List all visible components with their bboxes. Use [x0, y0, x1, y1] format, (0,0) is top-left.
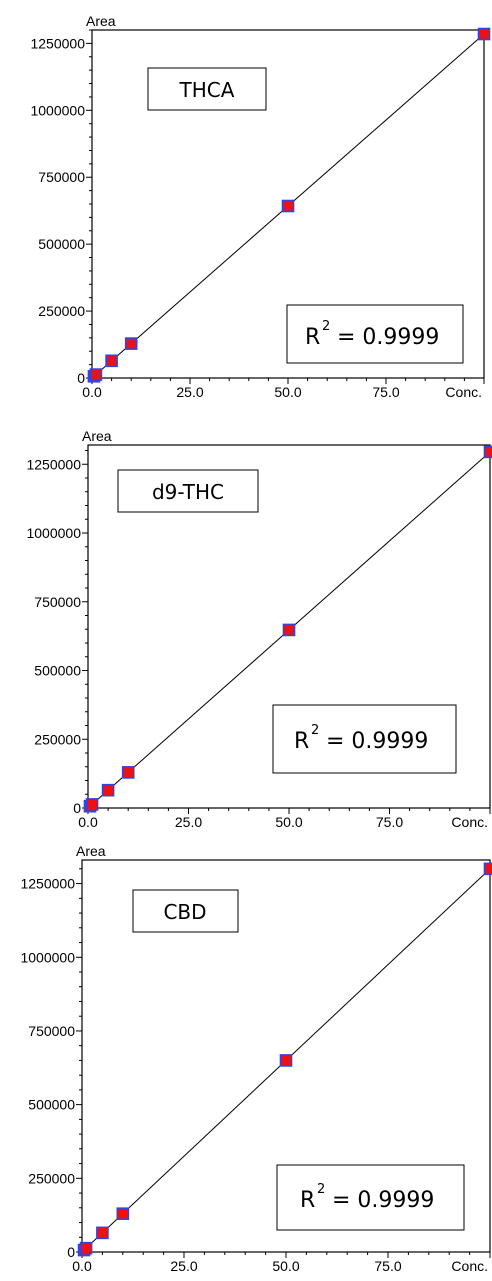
compound-label-box — [147, 67, 267, 111]
data-point — [281, 199, 295, 213]
y-tick-label: 1250000 — [30, 35, 85, 51]
data-point — [483, 445, 492, 459]
y-axis-title: Area — [86, 13, 116, 29]
x-tick-label: 50.0 — [275, 814, 302, 830]
compound-label-box — [117, 469, 259, 513]
x-axis-title: Conc. — [445, 384, 482, 400]
y-tick-label: 250000 — [28, 1170, 75, 1186]
y-tick-label: 1000000 — [30, 102, 85, 118]
data-point — [101, 783, 115, 797]
r-squared-box — [286, 304, 464, 364]
data-point — [85, 798, 99, 811]
y-tick-label: 750000 — [34, 594, 81, 610]
x-axis-title: Conc. — [451, 1258, 488, 1274]
y-tick-label: 250000 — [34, 731, 81, 747]
r-squared-letter: R — [300, 1188, 315, 1213]
r-squared-letter: R — [294, 729, 309, 754]
data-point — [116, 1207, 130, 1220]
r-squared-value: = 0.9999 — [332, 1188, 434, 1213]
y-tick-label: 0 — [67, 1244, 75, 1260]
y-tick-label: 750000 — [28, 1023, 75, 1039]
x-tick-label: 75.0 — [372, 384, 399, 400]
data-point — [79, 1241, 93, 1255]
calibration-chart-1: 0 250000 500000 750000 1000000 1250000 0.0 25.0… — [30, 13, 491, 400]
y-tick-label: 500000 — [28, 1097, 75, 1113]
y-tick-label: 1000000 — [20, 949, 75, 965]
data-point — [124, 337, 138, 350]
r-squared-letter: R — [305, 325, 320, 350]
data-point — [105, 354, 118, 368]
x-tick-label: 75.0 — [374, 1258, 401, 1274]
x-tick-label: 0.0 — [78, 814, 98, 830]
calibration-chart-3: 0 250000 500000 750000 1000000 1250000 0.0 25.0… — [20, 843, 492, 1274]
r-squared-value: = 0.9999 — [326, 729, 428, 754]
r-squared-superscript: 2 — [322, 319, 330, 334]
r-squared-value: = 0.9999 — [337, 325, 439, 350]
r-squared-superscript: 2 — [311, 723, 319, 738]
r-squared-superscript: 2 — [317, 1182, 325, 1197]
data-point — [121, 766, 135, 779]
x-tick-label: 25.0 — [175, 814, 202, 830]
compound-label: CBD — [163, 900, 206, 924]
y-tick-label: 1000000 — [26, 525, 81, 541]
y-axis-title: Area — [82, 428, 112, 444]
compound-label: d9-THC — [152, 480, 224, 504]
x-tick-label: 25.0 — [170, 1258, 197, 1274]
y-tick-label: 250000 — [38, 303, 85, 319]
x-tick-label: 50.0 — [274, 384, 301, 400]
x-tick-label: 0.0 — [82, 384, 102, 400]
y-tick-label: 0 — [73, 800, 81, 816]
y-tick-label: 1250000 — [20, 876, 75, 892]
data-point — [477, 27, 491, 41]
r-squared-box — [272, 704, 457, 774]
y-axis-title: Area — [76, 843, 106, 859]
x-tick-label: 50.0 — [272, 1258, 299, 1274]
x-tick-label: 25.0 — [176, 384, 203, 400]
y-tick-label: 0 — [77, 370, 85, 386]
x-tick-label: 0.0 — [72, 1258, 92, 1274]
r-squared-box — [276, 1164, 465, 1231]
x-tick-label: 75.0 — [376, 814, 403, 830]
compound-label: THCA — [179, 78, 235, 102]
data-point — [483, 862, 492, 876]
calibration-chart-2: 0 250000 500000 750000 1000000 1250000 0.0 25.0… — [26, 428, 492, 830]
data-point — [89, 368, 103, 381]
y-tick-label: 1250000 — [26, 456, 81, 472]
data-point — [279, 1054, 293, 1067]
data-point — [96, 1226, 109, 1240]
y-tick-label: 500000 — [38, 236, 85, 252]
data-point — [282, 623, 296, 637]
y-tick-label: 500000 — [34, 663, 81, 679]
x-axis-title: Conc. — [451, 814, 488, 830]
compound-label-box — [132, 889, 239, 933]
y-tick-label: 750000 — [38, 169, 85, 185]
